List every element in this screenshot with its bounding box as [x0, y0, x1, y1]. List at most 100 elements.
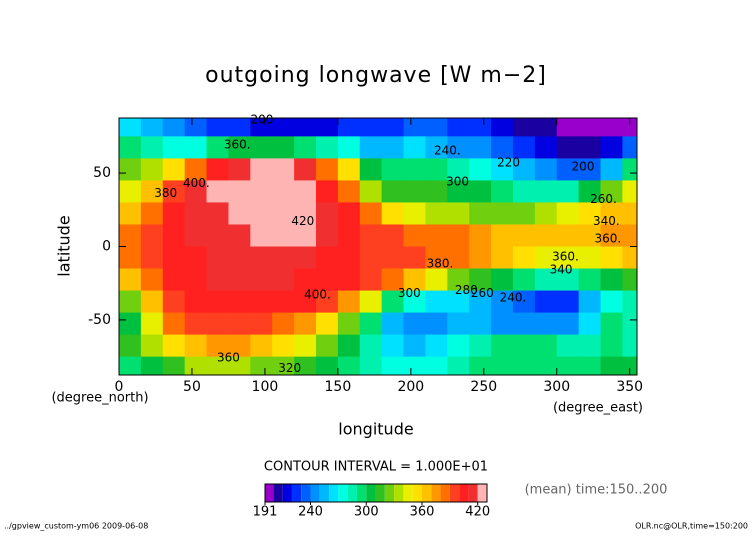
field-cell	[425, 246, 448, 270]
colorbar-box	[468, 484, 478, 502]
field-cell	[381, 268, 405, 292]
field-cell	[206, 118, 229, 137]
field-cell	[512, 180, 536, 203]
field-cell	[447, 180, 470, 203]
field-cell	[359, 312, 383, 336]
field-cell	[491, 356, 514, 375]
field-cell	[578, 158, 602, 181]
field-cell	[578, 268, 602, 292]
field-cell	[447, 118, 470, 137]
field-cell	[622, 356, 637, 375]
field-cell	[578, 312, 602, 336]
field-cell	[534, 158, 558, 181]
field-cell	[337, 246, 361, 270]
x-tick-label: 250	[470, 379, 497, 395]
field-cell	[294, 246, 317, 270]
field-cell	[600, 224, 623, 247]
field-cell	[512, 202, 536, 225]
field-cell	[622, 202, 637, 225]
field-cell	[359, 246, 383, 270]
field-cell	[250, 268, 273, 292]
field-cell	[578, 180, 602, 203]
field-cell	[315, 356, 339, 375]
field-cell	[228, 202, 251, 225]
field-cell	[294, 334, 317, 358]
colorbar-box	[394, 484, 404, 502]
field-cell	[491, 158, 514, 181]
field-cell	[119, 224, 142, 247]
field-cell	[272, 136, 295, 159]
colorbar-box	[282, 484, 292, 502]
contour-label: 340.	[593, 214, 620, 228]
field-cell	[534, 246, 558, 270]
field-cell	[425, 158, 448, 181]
field-cell	[491, 312, 514, 336]
field-cell	[578, 290, 602, 314]
field-cell	[162, 224, 186, 247]
field-cell	[425, 268, 448, 292]
contour-label: 400.	[183, 176, 210, 190]
field-cell	[184, 290, 208, 314]
field-cell	[184, 312, 208, 336]
field-cell	[403, 268, 426, 292]
field-cell	[359, 180, 383, 203]
field-cell	[272, 118, 295, 137]
field-cell	[600, 202, 623, 225]
field-cell	[425, 180, 448, 203]
field-cell	[491, 268, 514, 292]
field-cell	[250, 312, 273, 336]
field-cell	[315, 118, 339, 137]
colorbar-box	[319, 484, 330, 502]
field-cell	[337, 180, 361, 203]
field-cell	[228, 334, 251, 358]
field-cell	[250, 202, 273, 225]
field-cell	[272, 202, 295, 225]
contour-label: 380.	[427, 257, 454, 271]
field-cell	[403, 118, 426, 137]
field-cell	[162, 290, 186, 314]
field-cell	[403, 136, 426, 159]
colorbar-box	[421, 484, 432, 502]
colorbar-box	[384, 484, 395, 502]
colorbar-box	[375, 484, 385, 502]
field-cell	[272, 246, 295, 270]
field-cell	[600, 180, 623, 203]
field-cell	[228, 312, 251, 336]
field-cell	[381, 180, 405, 203]
field-cell	[359, 202, 383, 225]
field-cell	[119, 334, 142, 358]
contour-label: 360.	[594, 232, 621, 246]
field-cell	[250, 158, 273, 181]
field-cell	[600, 158, 623, 181]
field-cell	[119, 202, 142, 225]
field-cell	[556, 246, 580, 270]
field-cell	[469, 312, 492, 336]
field-cell	[359, 290, 383, 314]
field-cell	[359, 158, 383, 181]
field-cell	[162, 158, 186, 181]
colorbar-tick-label: 240	[298, 505, 323, 520]
field-cell	[250, 180, 273, 203]
field-cell	[359, 136, 383, 159]
field-cell	[294, 268, 317, 292]
field-cell	[206, 268, 229, 292]
x-tick-label: 300	[543, 379, 570, 395]
colorbar-box	[347, 484, 357, 502]
field-cell	[512, 136, 536, 159]
colorbar-box	[356, 484, 367, 502]
field-cell	[512, 246, 536, 270]
field-cell	[425, 202, 448, 225]
field-cell	[381, 290, 405, 314]
field-cell	[206, 334, 229, 358]
field-cell	[162, 312, 186, 336]
field-cell	[250, 290, 273, 314]
field-cell	[381, 118, 405, 137]
field-cell	[294, 180, 317, 203]
field-cell	[403, 180, 426, 203]
field-cell	[206, 158, 229, 181]
field-cell	[294, 136, 317, 159]
field-cell	[534, 136, 558, 159]
field-cell	[272, 224, 295, 247]
x-tick-label: 350	[616, 379, 643, 395]
y-tick-label: 0	[102, 239, 111, 255]
